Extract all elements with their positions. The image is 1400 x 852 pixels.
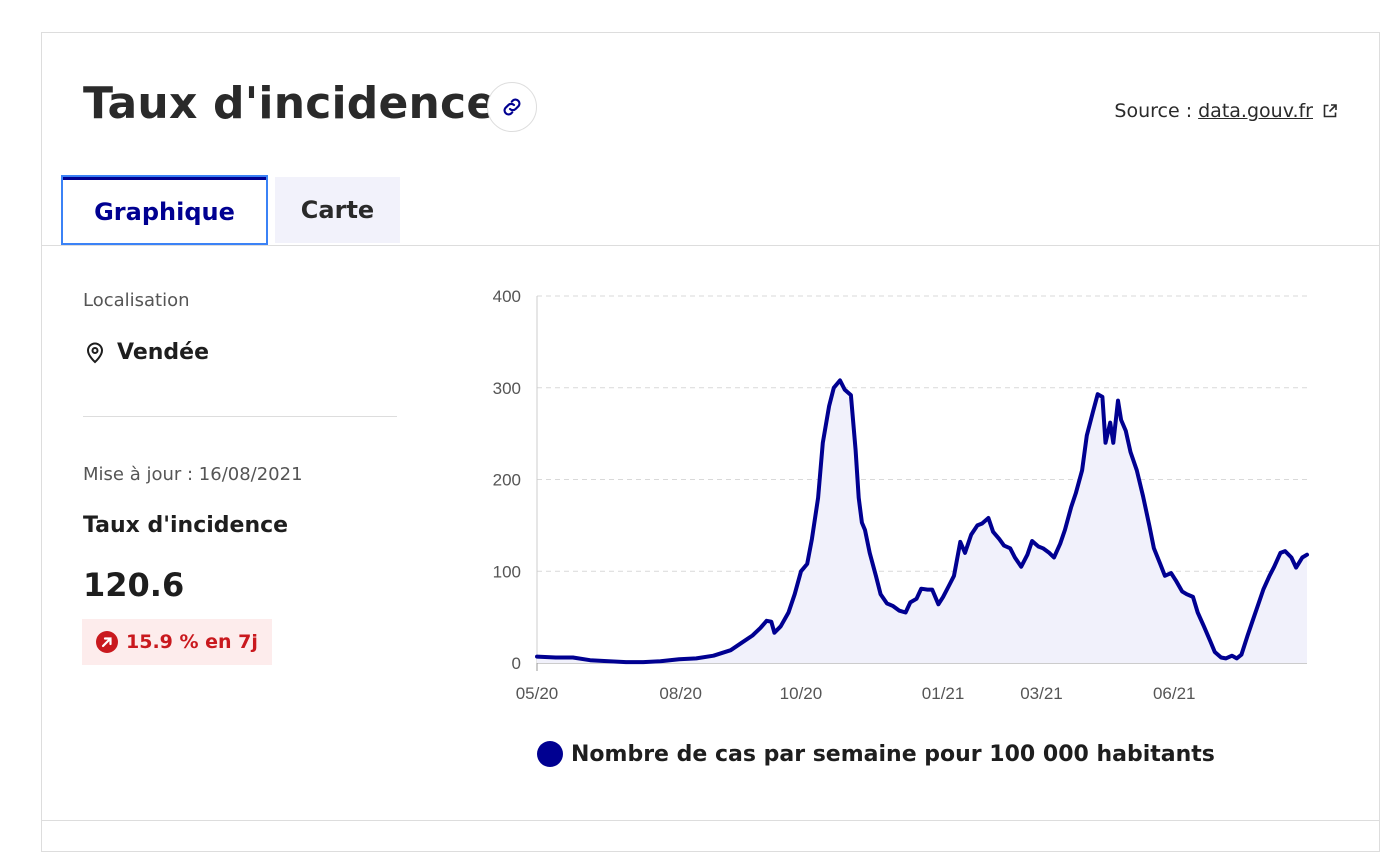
copy-link-button[interactable] xyxy=(487,82,537,132)
map-pin-icon xyxy=(83,341,117,365)
chart-legend: Nombre de cas par semaine pour 100 000 h… xyxy=(537,741,1215,767)
y-tick-label: 200 xyxy=(493,471,521,490)
legend-label: Nombre de cas par semaine pour 100 000 h… xyxy=(571,742,1215,767)
x-tick-label: 06/21 xyxy=(1153,684,1196,703)
x-tick-label: 03/21 xyxy=(1020,684,1063,703)
divider xyxy=(41,820,1380,821)
trend-badge: 15.9 % en 7j xyxy=(82,619,272,665)
series-area xyxy=(537,380,1307,663)
link-icon xyxy=(500,95,524,119)
update-date: Mise à jour : 16/08/2021 xyxy=(83,464,303,485)
source-attribution: Source : data.gouv.fr xyxy=(1114,100,1338,122)
metric-name: Taux d'incidence xyxy=(83,513,288,538)
y-tick-label: 400 xyxy=(493,287,521,306)
y-tick-label: 0 xyxy=(512,654,521,673)
tab-carte[interactable]: Carte xyxy=(275,177,400,243)
y-tick-label: 100 xyxy=(493,562,521,581)
legend-swatch xyxy=(537,741,563,767)
location-value: Vendée xyxy=(117,340,209,365)
external-link-icon xyxy=(1313,103,1338,119)
x-tick-label: 01/21 xyxy=(922,684,965,703)
y-tick-label: 300 xyxy=(493,379,521,398)
x-tick-label: 10/20 xyxy=(780,684,823,703)
x-tick-label: 05/20 xyxy=(516,684,559,703)
view-tabs: Graphique Carte xyxy=(41,176,1380,246)
incidence-chart: 0 100 200 300 400 05/20 08/20 10/20 01/21 03/21 06… xyxy=(470,280,1320,710)
tab-graphique[interactable]: Graphique xyxy=(63,177,266,243)
metric-value: 120.6 xyxy=(83,566,184,604)
page-title: Taux d'incidence xyxy=(83,74,496,134)
location-selector[interactable]: Vendée xyxy=(83,340,209,365)
trend-text: 15.9 % en 7j xyxy=(126,631,258,653)
x-tick-label: 08/20 xyxy=(659,684,702,703)
source-link[interactable]: data.gouv.fr xyxy=(1198,100,1313,122)
source-label: Source : xyxy=(1114,100,1192,122)
location-label: Localisation xyxy=(83,290,190,311)
divider xyxy=(83,416,397,417)
arrow-up-right-icon xyxy=(96,631,126,653)
